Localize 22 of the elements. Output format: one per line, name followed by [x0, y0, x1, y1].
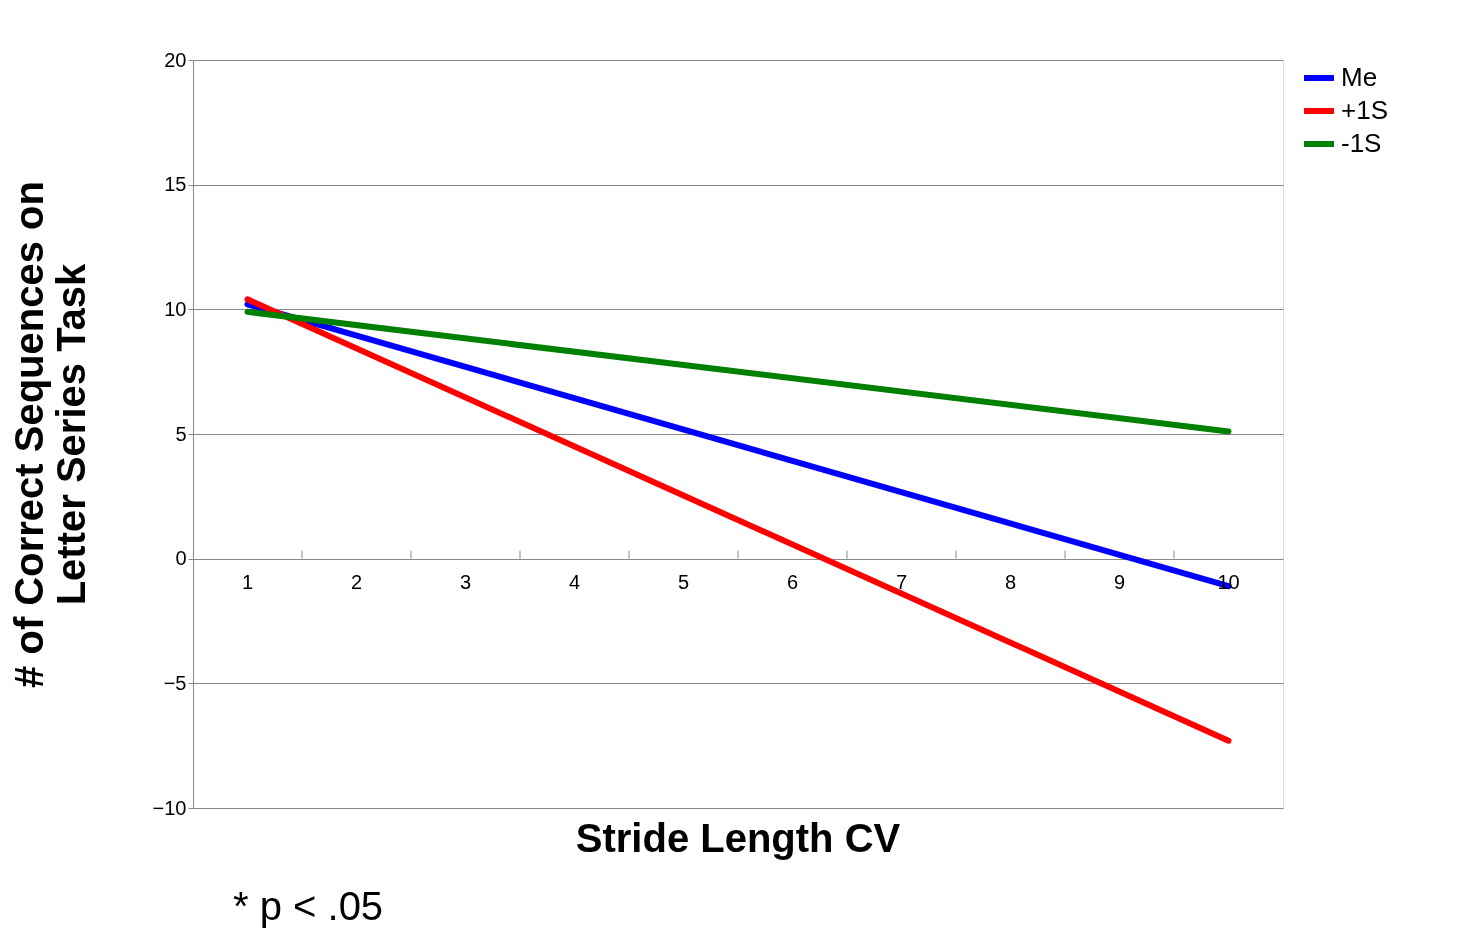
x-tick-label: 8 — [1004, 570, 1017, 593]
x-tick-label: 1 — [241, 570, 254, 593]
legend-label: -1S — [1341, 128, 1382, 158]
y-tick-label: 0 — [175, 547, 187, 570]
x-tick-label: 7 — [895, 570, 908, 593]
legend-label: +1S — [1341, 95, 1388, 125]
x-tick-label: 5 — [677, 570, 690, 593]
x-tick-label: 6 — [786, 570, 799, 593]
x-tick-label: 9 — [1113, 570, 1126, 593]
y-tick-label: −10 — [152, 796, 187, 819]
x-axis-title: Stride Length CV — [575, 816, 901, 860]
legend-label: Me — [1341, 62, 1378, 92]
y-tick-label: 5 — [175, 422, 187, 445]
y-tick-label: −5 — [163, 671, 187, 694]
y-tick-label: 20 — [164, 48, 187, 71]
y-tick-label: 10 — [164, 297, 187, 320]
y-axis-title: # of Correct Sequences on Letter Series Task — [6, 181, 93, 688]
text: * p < .05 — [233, 884, 384, 928]
y-tick-label: 15 — [164, 173, 187, 196]
x-tick-label: 3 — [459, 570, 472, 593]
x-tick-label: 2 — [350, 570, 363, 593]
x-tick-label: 4 — [568, 570, 581, 593]
